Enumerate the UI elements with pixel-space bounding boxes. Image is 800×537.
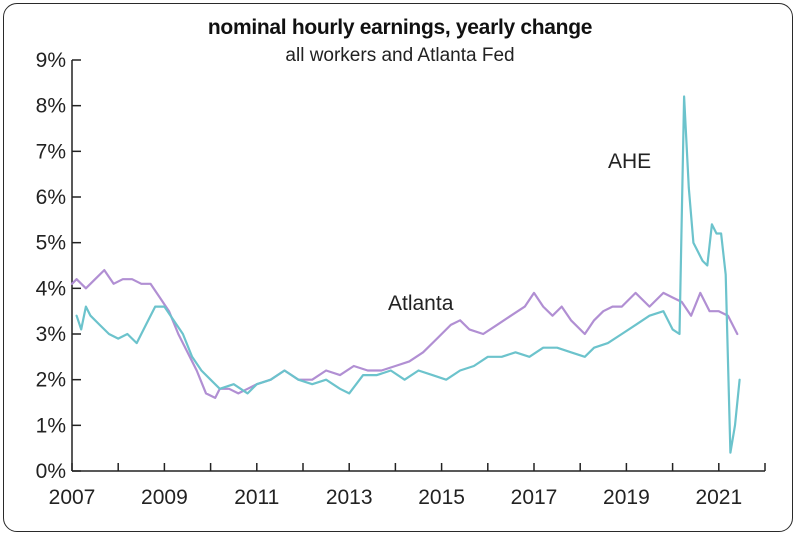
- chart-frame: [3, 3, 793, 532]
- y-tick-label: 0%: [36, 460, 66, 483]
- chart-title: nominal hourly earnings, yearly change: [207, 16, 593, 39]
- y-tick-label: 1%: [36, 414, 66, 437]
- y-tick-label: 5%: [36, 232, 66, 255]
- x-tick-label: 2015: [418, 486, 465, 509]
- x-tick-label: 2021: [695, 486, 742, 509]
- y-tick-label: 4%: [36, 277, 66, 300]
- y-tick-label: 3%: [36, 323, 66, 346]
- x-tick-label: 2019: [603, 486, 650, 509]
- series-line-atlanta: [70, 269, 739, 399]
- x-tick-label: 2011: [234, 486, 279, 509]
- label-atlanta: Atlanta: [388, 292, 454, 315]
- x-tick-label: 2013: [326, 486, 373, 509]
- x-tick-label: 2017: [511, 486, 558, 509]
- y-tick-label: 7%: [36, 140, 66, 163]
- annotation-layer: AHE Atlanta: [388, 150, 651, 315]
- series-line-ahe: [75, 95, 741, 454]
- x-tick-label: 2007: [49, 486, 96, 509]
- y-tick-label: 6%: [36, 186, 66, 209]
- x-tick-label: 2009: [141, 486, 188, 509]
- label-ahe: AHE: [608, 150, 651, 173]
- axes: 0% 1% 2% 3% 4% 5% 6% 7% 8% 9% 2007 2009 2011 2013 2015…: [36, 49, 766, 509]
- y-tick-label: 8%: [36, 95, 66, 118]
- y-tick-label: 9%: [36, 49, 66, 72]
- series-layer: [70, 95, 741, 454]
- chart-subtitle: all workers and Atlanta Fed: [285, 45, 515, 66]
- y-tick-label: 2%: [36, 369, 66, 392]
